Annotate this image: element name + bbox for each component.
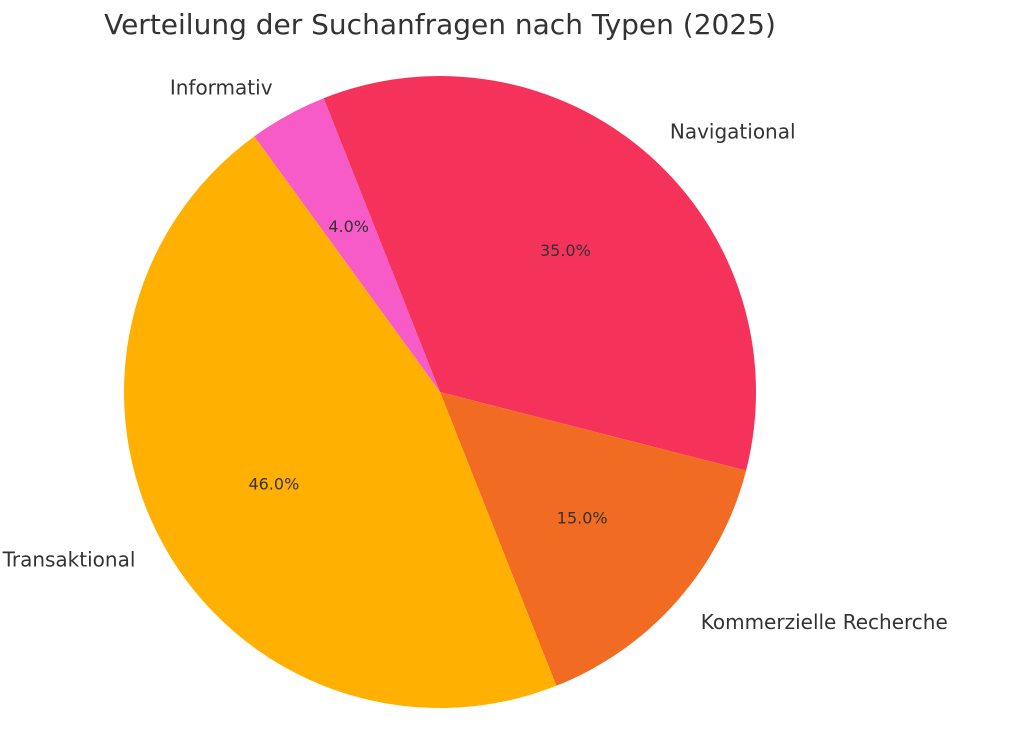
slice-percent-label: 46.0% [248, 474, 299, 493]
pie-slice-kommerzielle-recherche [440, 392, 747, 686]
pie-slice-navigational [323, 76, 756, 471]
slice-category-label: Transaktional [2, 547, 136, 571]
pie-slice-informativ [254, 98, 440, 393]
slice-category-label: Kommerzielle Recherche [701, 610, 948, 634]
pie-slice-transaktional [124, 136, 557, 709]
slice-category-label: Navigational [670, 119, 796, 143]
slice-percent-label: 35.0% [540, 241, 591, 260]
pie-slices [124, 76, 756, 709]
slice-percent-label: 4.0% [328, 217, 369, 236]
slice-percent-label: 15.0% [557, 508, 608, 527]
pie-labels: Informativ 4.0% Navigational 35.0% Kommerzie… [2, 75, 948, 633]
slice-category-label: Informativ [170, 75, 273, 99]
chart-title: Verteilung der Suchanfragen nach Typen (… [104, 8, 776, 41]
